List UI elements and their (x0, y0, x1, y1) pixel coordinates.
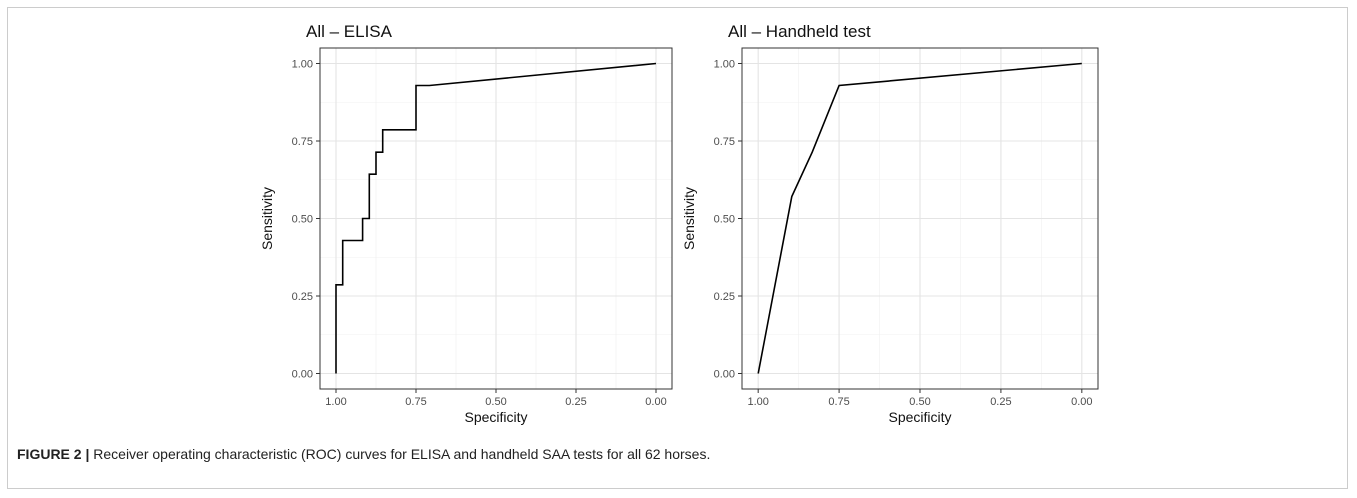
figure-caption: FIGURE 2 | Receiver operating characteri… (17, 446, 710, 462)
y-tick-label: 1.00 (714, 59, 735, 71)
y-axis-label: Sensitivity (681, 187, 697, 250)
chart-title: All – ELISA (306, 22, 393, 41)
x-tick-label: 0.25 (565, 396, 586, 408)
x-axis-label: Specificity (888, 409, 951, 425)
x-tick-label: 0.75 (405, 396, 426, 408)
chart-panel-handheld: 1.00 0.75 0.50 0.25 0.00 0.00 0.25 0.50 0.75 1.00… (681, 22, 1099, 425)
y-tick-label: 0.75 (714, 136, 735, 148)
y-tick-label: 1.00 (292, 59, 313, 71)
x-axis-label: Specificity (464, 409, 527, 425)
y-tick-label: 0.00 (292, 369, 313, 381)
roc-charts: 1.00 0.75 0.50 0.25 0.00 0.00 0.25 0.50 0.75 1.00… (259, 22, 1099, 425)
roc-curve-line (757, 62, 1082, 374)
y-tick-label: 0.50 (714, 214, 735, 226)
x-tick-label: 0.50 (909, 396, 930, 408)
y-tick-label: 0.75 (292, 136, 313, 148)
x-tick-label: 0.00 (1071, 396, 1092, 408)
x-tick-label: 0.25 (990, 396, 1011, 408)
x-tick-label: 0.75 (828, 396, 849, 408)
roc-curve-line (335, 62, 657, 374)
y-tick-label: 0.25 (714, 291, 735, 303)
x-tick-label: 0.50 (485, 396, 506, 408)
chart-panel-elisa: 1.00 0.75 0.50 0.25 0.00 0.00 0.25 0.50 0.75 1.00… (259, 22, 673, 425)
y-axis-label: Sensitivity (259, 187, 275, 250)
chart-title: All – Handheld test (728, 22, 871, 41)
figure-label: FIGURE 2 | (17, 446, 90, 462)
y-tick-label: 0.25 (292, 291, 313, 303)
x-tick-label: 0.00 (645, 396, 666, 408)
figure-caption-text: Receiver operating characteristic (ROC) … (93, 446, 711, 462)
x-tick-label: 1.00 (325, 396, 346, 408)
x-tick-label: 1.00 (747, 396, 768, 408)
figure-frame (7, 7, 1348, 489)
y-tick-label: 0.50 (292, 214, 313, 226)
y-tick-label: 0.00 (714, 369, 735, 381)
